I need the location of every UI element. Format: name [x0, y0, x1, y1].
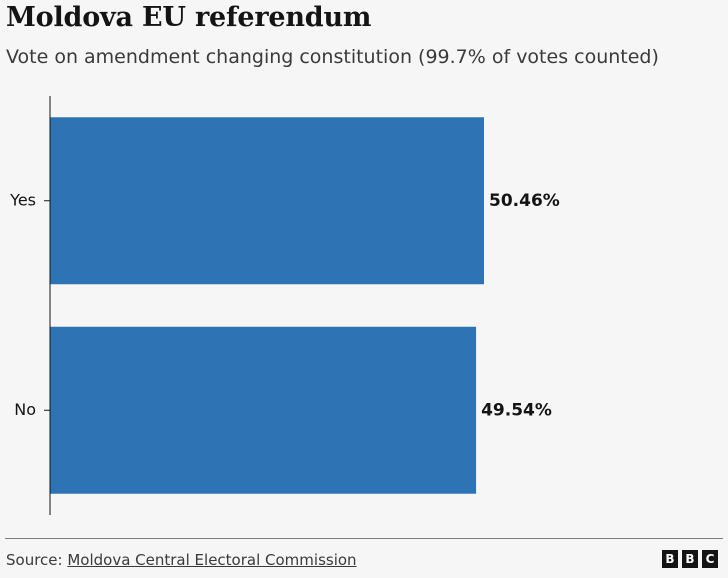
- category-label-yes: Yes: [9, 190, 36, 209]
- logo-letter-3: C: [702, 550, 718, 568]
- logo-letter-1: B: [662, 550, 678, 568]
- chart-subtitle: Vote on amendment changing constitution …: [6, 46, 659, 68]
- footer-divider: [5, 538, 723, 539]
- logo-letter-2: B: [682, 550, 698, 568]
- source-label: Source:: [6, 551, 68, 569]
- data-label-yes: 50.46%: [489, 191, 560, 211]
- bar-no: [50, 326, 477, 494]
- category-label-no: No: [14, 400, 36, 419]
- source-link[interactable]: Moldova Central Electoral Commission: [67, 551, 357, 569]
- source-note: Source: Moldova Central Electoral Commis…: [6, 551, 357, 569]
- bbc-logo: B B C: [662, 550, 718, 568]
- chart-title: Moldova EU referendum: [6, 2, 372, 33]
- referendum-bar-chart: Yes 50.46% No 49.54%: [9, 96, 560, 515]
- bar-yes: [50, 117, 484, 285]
- data-label-no: 49.54%: [481, 400, 552, 420]
